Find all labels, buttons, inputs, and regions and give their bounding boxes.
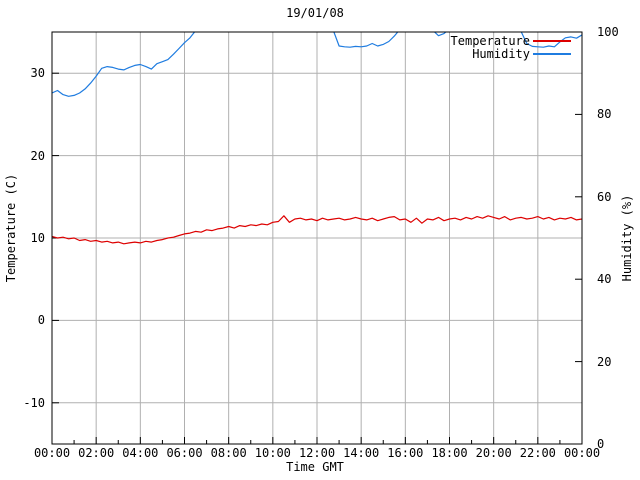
x-tick-label: 16:00 [387,446,424,460]
y-left-tick-label: 20 [30,148,45,163]
y-right-tick-label: 0 [597,437,605,451]
y-right-tick-label: 100 [597,25,619,39]
y-right-tick-label: 20 [597,354,612,369]
legend-label-humidity: Humidity [472,47,530,61]
y-left-tick-label: 10 [30,231,45,245]
x-tick-label: 08:00 [210,446,247,460]
y-left-tick-label: 0 [37,313,45,328]
temperature-series-line [52,215,582,245]
x-tick-label: 00:00 [563,446,601,460]
legend-label-temperature: Temperature [450,34,530,48]
y-left-tick-label: 30 [30,66,45,81]
y-right-tick-label: 80 [597,107,612,122]
plot-border [51,31,583,445]
x-tick-label: 10:00 [254,446,291,460]
y-left-axis-label: Temperature (C) [4,173,18,283]
x-tick-label: 04:00 [122,446,159,460]
x-tick-label: 14:00 [343,446,380,460]
x-tick-label: 18:00 [431,446,468,460]
x-tick-label: 06:00 [166,446,203,460]
y-right-axis-label: Humidity (%) [620,194,634,282]
y-right-tick-label: 40 [597,272,612,287]
humidity-series-line [52,32,582,97]
y-left-tick-label: -10 [23,395,45,410]
x-tick-label: 20:00 [475,446,512,460]
x-axis-label: Time GMT [286,460,344,474]
x-tick-label: 12:00 [298,446,336,460]
x-tick-label: 02:00 [78,446,115,460]
x-tick-label: 22:00 [519,446,556,460]
y-right-tick-label: 60 [597,189,612,204]
chart-title: 19/01/08 [286,6,344,20]
x-tick-label: 00:00 [33,446,71,460]
